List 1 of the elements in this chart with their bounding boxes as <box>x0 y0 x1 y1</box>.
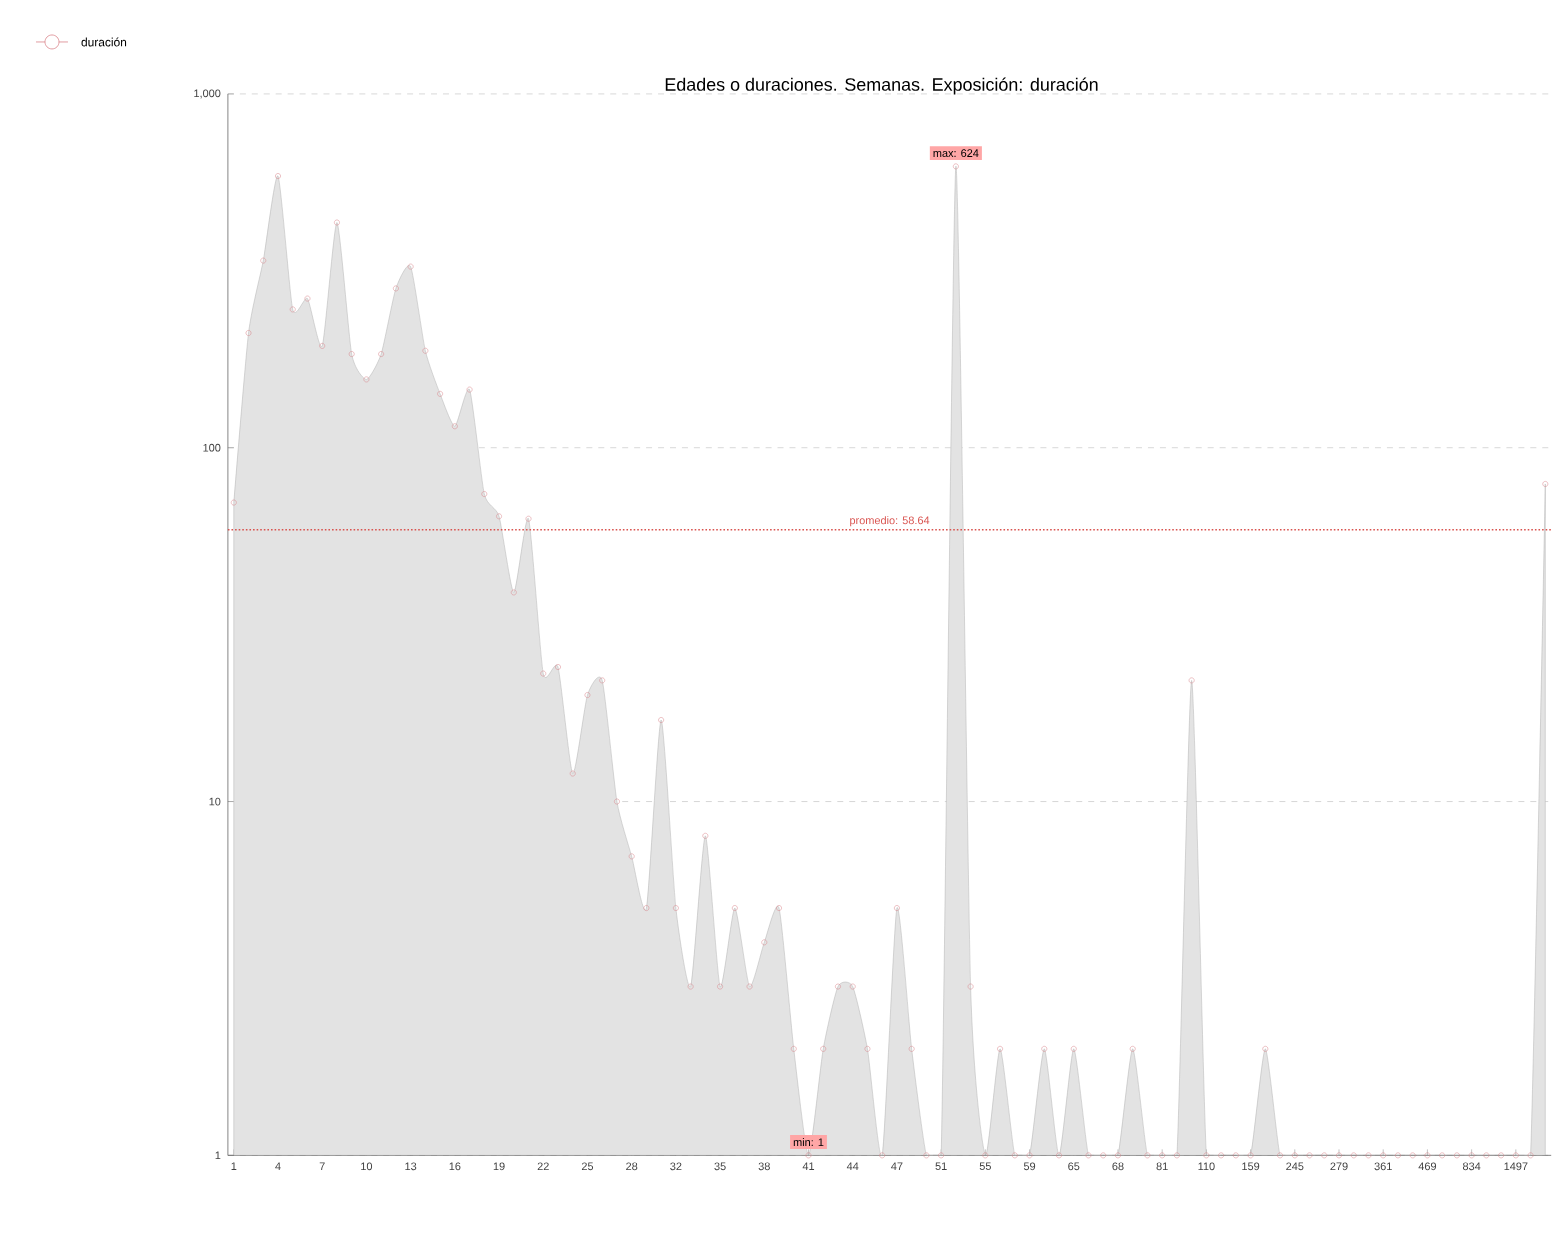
chart-title: Edades o duraciones. Semanas. Exposición: duración <box>665 77 1098 95</box>
